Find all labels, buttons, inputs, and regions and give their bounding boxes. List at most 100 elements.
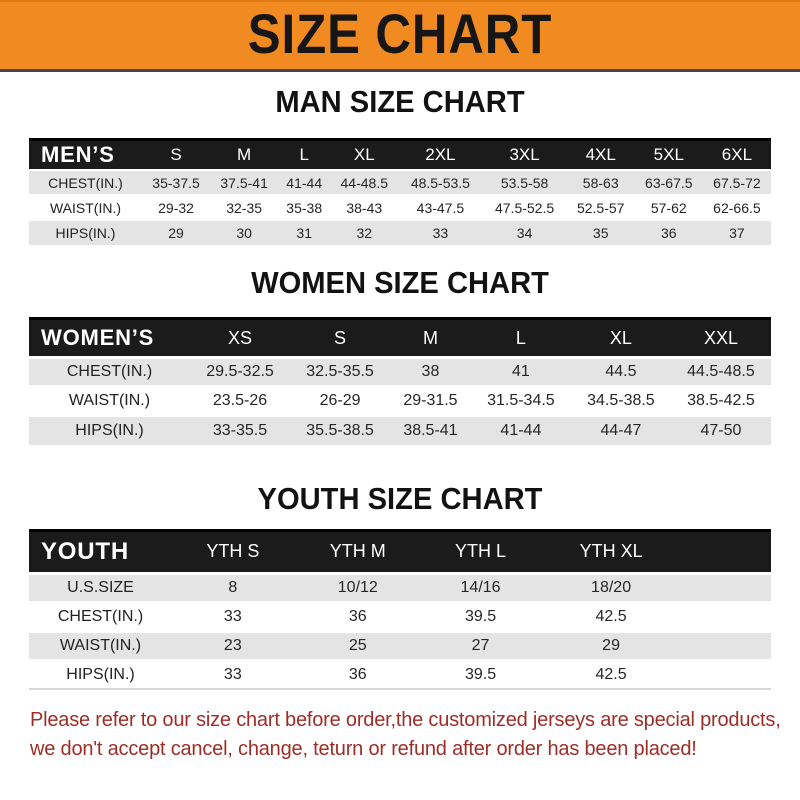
measurement-row: CHEST(IN.) 29.5-32.5 32.5-35.5 38 41 44.5 44.5…: [29, 356, 771, 387]
size-column-header: M: [237, 145, 252, 164]
measurement-row: HIPS(IN.) 33 36 39.5 42.5: [29, 658, 771, 689]
measurement-value: 36: [293, 600, 422, 631]
measurement-row: CHEST(IN.) 33 36 39.5 42.5: [29, 600, 771, 631]
size-column-header: YTH XL: [579, 541, 643, 561]
measurement-row: WAIST(IN.) 29-32 32-35 35-38 38-43 43-47.5 47.…: [29, 194, 771, 220]
measurement-value: 32.5-35.5: [290, 356, 391, 387]
size-column-header: S: [170, 145, 182, 164]
size-column-header: 3XL: [509, 145, 540, 164]
measurement-value: 58-63: [566, 169, 635, 195]
men-size-table: MEN’S S M L XL 2XL 3XL 4XL 5XL 6XL CHEST(IN.) 35-37…: [29, 138, 771, 245]
measurement-value: 38: [390, 356, 471, 387]
measurement-value: 33-35.5: [190, 414, 291, 445]
measurement-value: 42.5: [539, 658, 683, 689]
measurement-label: WAIST(IN.): [29, 385, 190, 416]
size-column-header: S: [334, 327, 347, 348]
measurement-value: 33: [172, 600, 294, 631]
women-size-table: WOMEN’S XS S M L XL XXL CHEST(IN.) 29.5-32.5 32.5…: [29, 317, 771, 445]
size-column-header: M: [422, 327, 438, 348]
measurement-value: 18/20: [539, 571, 683, 602]
measurement-value: 36: [634, 219, 703, 245]
measurement-value: 29.5-32.5: [190, 356, 291, 387]
measurement-value: 44.5: [570, 356, 671, 387]
table-category-label: YOUTH: [41, 537, 129, 565]
measurement-row: WAIST(IN.) 23.5-26 26-29 29-31.5 31.5-34.5 34…: [29, 385, 771, 416]
measurement-row: U.S.SIZE 8 10/12 14/16 18/20: [29, 571, 771, 602]
measurement-label: WAIST(IN.): [29, 629, 172, 660]
filler-cell: [683, 629, 771, 660]
measurement-value: 42.5: [539, 600, 683, 631]
banner-title: SIZE CHART: [247, 1, 553, 65]
measurement-value: 52.5-57: [566, 194, 635, 220]
measurement-value: 35: [566, 219, 635, 245]
measurement-value: 23: [172, 629, 294, 660]
measurement-value: 44-48.5: [330, 169, 399, 195]
measurement-value: 26-29: [290, 385, 391, 416]
notice-line-2: we don't accept cancel, change, teturn o…: [30, 738, 697, 760]
measurement-value: 29-31.5: [390, 385, 471, 416]
measurement-value: 38.5-41: [390, 414, 471, 445]
size-column-header: XXL: [703, 327, 738, 348]
measurement-value: 35.5-38.5: [290, 414, 391, 445]
measurement-value: 29: [142, 219, 211, 245]
filler-cell: [683, 530, 771, 573]
notice-line-1: Please refer to our size chart before or…: [30, 709, 781, 731]
measurement-value: 37.5-41: [210, 169, 279, 195]
measurement-value: 41-44: [470, 414, 571, 445]
table-category-label: MEN’S: [41, 142, 115, 167]
measurement-value: 53.5-58: [482, 169, 567, 195]
measurement-value: 33: [172, 658, 294, 689]
filler-cell: [683, 600, 771, 631]
size-column-header: L: [515, 327, 526, 348]
table-category-label: WOMEN’S: [41, 325, 155, 350]
measurement-value: 32-35: [210, 194, 279, 220]
measurement-value: 30: [210, 219, 279, 245]
measurement-value: 35-37.5: [142, 169, 211, 195]
measurement-label: WAIST(IN.): [29, 194, 142, 220]
size-column-header: 6XL: [721, 145, 753, 164]
measurement-value: 31: [278, 219, 331, 245]
size-column-header: 2XL: [425, 145, 456, 164]
size-column-header: YTH L: [455, 541, 507, 561]
measurement-value: 44-47: [570, 414, 671, 445]
measurement-value: 57-62: [634, 194, 703, 220]
measurement-value: 36: [293, 658, 422, 689]
measurement-value: 10/12: [293, 571, 422, 602]
size-header-row: MEN’S S M L XL 2XL 3XL 4XL 5XL 6XL: [29, 139, 771, 170]
measurement-value: 39.5: [421, 658, 540, 689]
measurement-label: U.S.SIZE: [29, 571, 172, 602]
measurement-value: 14/16: [421, 571, 540, 602]
section-men: MAN SIZE CHART MEN’S S M L XL 2XL 3XL 4XL 5XL 6XL…: [0, 86, 800, 245]
youth-size-table: YOUTH YTH S YTH M YTH L YTH XL U.S.SIZE 8 10/12…: [29, 529, 771, 690]
size-column-header: YTH M: [329, 541, 386, 561]
measurement-value: 33: [398, 219, 483, 245]
measurement-value: 47-50: [670, 414, 771, 445]
measurement-value: 47.5-52.5: [482, 194, 567, 220]
measurement-value: 44.5-48.5: [670, 356, 771, 387]
filler-cell: [683, 571, 771, 602]
measurement-value: 62-66.5: [702, 194, 771, 220]
measurement-value: 8: [172, 571, 294, 602]
size-header-row: YOUTH YTH S YTH M YTH L YTH XL: [29, 530, 771, 573]
size-column-header: YTH S: [206, 541, 260, 561]
measurement-value: 43-47.5: [398, 194, 483, 220]
measurement-value: 31.5-34.5: [470, 385, 571, 416]
measurement-label: CHEST(IN.): [29, 356, 190, 387]
measurement-value: 23.5-26: [190, 385, 291, 416]
footer-notice: Please refer to our size chart before or…: [30, 706, 800, 764]
measurement-label: HIPS(IN.): [29, 414, 190, 445]
section-women: WOMEN SIZE CHART WOMEN’S XS S M L XL XXL CHEST(…: [0, 267, 800, 445]
size-column-header: L: [299, 145, 309, 164]
filler-cell: [683, 658, 771, 689]
measurement-value: 38-43: [330, 194, 399, 220]
size-column-header: 5XL: [653, 145, 684, 164]
measurement-value: 67.5-72: [702, 169, 771, 195]
banner: SIZE CHART: [0, 0, 800, 72]
youth-section-heading: YOUTH SIZE CHART: [257, 480, 543, 516]
measurement-label: HIPS(IN.): [29, 658, 172, 689]
measurement-row: WAIST(IN.) 23 25 27 29: [29, 629, 771, 660]
measurement-label: HIPS(IN.): [29, 219, 142, 245]
measurement-value: 41-44: [278, 169, 331, 195]
measurement-value: 38.5-42.5: [670, 385, 771, 416]
